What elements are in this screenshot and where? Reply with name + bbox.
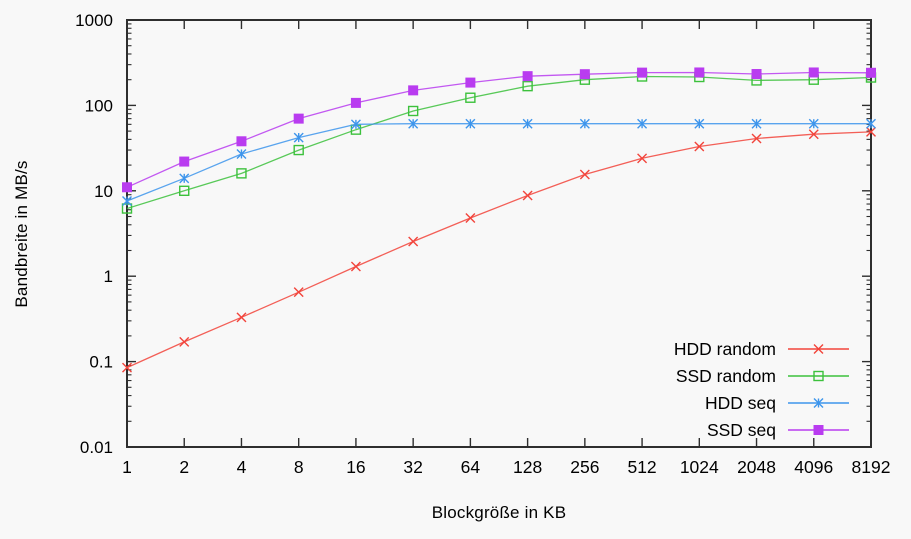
series-line-ssd-seq [126, 71, 872, 188]
filled-square-marker [350, 97, 361, 108]
cross-marker [122, 362, 132, 373]
y-tick-label: 10 [94, 182, 113, 201]
x-tick-label: 8192 [852, 457, 891, 477]
legend-item-hdd-seq: HDD seq [705, 393, 849, 413]
asterisk-marker [236, 148, 247, 159]
x-tick-label: 1 [122, 457, 132, 477]
x-tick-label: 4096 [794, 457, 833, 477]
cross-marker [813, 344, 824, 354]
filled-square-marker [465, 77, 476, 88]
filled-square-marker [808, 67, 819, 78]
open-square-marker [522, 80, 533, 92]
filled-square-marker [813, 425, 824, 435]
asterisk-marker [808, 118, 819, 129]
series-hdd-random [122, 126, 876, 373]
cross-marker [350, 261, 361, 272]
x-tick-label: 256 [570, 457, 599, 477]
cross-marker [522, 190, 533, 201]
series-line-hdd-seq [126, 123, 871, 202]
y-tick-label: 100 [85, 96, 113, 115]
filled-square-marker [122, 182, 132, 193]
legend-item-ssd-seq: SSD seq [707, 420, 849, 440]
open-square-marker [293, 144, 304, 156]
x-tick-label: 8 [294, 457, 304, 477]
asterisk-marker [179, 173, 190, 184]
cross-marker [579, 169, 590, 180]
filled-square-marker [408, 85, 419, 96]
cross-marker [694, 141, 705, 152]
cross-marker [808, 129, 819, 140]
x-tick-label: 2048 [737, 457, 776, 477]
legend-item-ssd-random: SSD random [676, 366, 849, 386]
filled-square-marker [579, 69, 590, 80]
y-axis-title: Bandbreite in MB/s [12, 160, 31, 308]
cross-marker [465, 213, 476, 224]
asterisk-marker [122, 195, 132, 206]
cross-marker [293, 287, 304, 298]
cross-marker [866, 126, 876, 137]
filled-square-marker [522, 71, 533, 82]
open-square-marker [179, 185, 190, 197]
asterisk-marker [522, 118, 533, 129]
y-tick-label: 0.1 [89, 353, 113, 372]
legend-item-hdd-random: HDD random [674, 339, 849, 359]
cross-marker [179, 336, 190, 347]
series-line-hdd-random [126, 131, 872, 369]
series-hdd-seq [122, 118, 876, 206]
filled-square-marker [236, 136, 247, 147]
legend-label-ssd-seq: SSD seq [707, 420, 776, 440]
x-axis-title: Blockgröße in KB [431, 503, 567, 522]
asterisk-marker [465, 118, 476, 129]
legend-label-hdd-random: HDD random [674, 339, 776, 359]
x-tick-label: 32 [403, 457, 422, 477]
legend-label-hdd-seq: HDD seq [705, 393, 776, 413]
filled-square-marker [293, 113, 304, 124]
open-square-marker [813, 370, 824, 382]
asterisk-marker [579, 118, 590, 129]
legend: HDD random SSD random HDD seq SSD seq [674, 339, 849, 440]
x-tick-label: 16 [346, 457, 365, 477]
x-tick-label: 512 [627, 457, 656, 477]
filled-square-marker [694, 67, 705, 78]
open-square-marker [465, 92, 476, 103]
filled-square-marker [751, 69, 762, 80]
filled-square-marker [179, 156, 190, 167]
asterisk-marker [293, 132, 304, 143]
x-tick-label: 64 [461, 457, 481, 477]
y-tick-label: 1 [104, 267, 113, 286]
cross-marker [637, 153, 648, 164]
filled-square-marker [866, 67, 876, 78]
series-line-ssd-random [126, 75, 872, 210]
asterisk-marker [866, 118, 876, 129]
y-tick-label: 0.01 [80, 438, 113, 457]
x-tick-label: 2 [179, 457, 189, 477]
x-tick-label: 128 [513, 457, 542, 477]
asterisk-marker [637, 118, 648, 129]
cross-marker [236, 312, 247, 323]
plot-border [126, 19, 872, 448]
asterisk-marker [350, 119, 361, 130]
series-ssd-random [121, 71, 877, 214]
asterisk-marker [694, 118, 705, 129]
filled-square-marker [637, 67, 648, 78]
cross-marker [408, 236, 419, 247]
asterisk-marker [813, 398, 824, 408]
axes: 0.01 0.1 1 10 100 1000 1 2 4 8 16 32 64 128 256 512 1024… [75, 11, 890, 477]
legend-label-ssd-random: SSD random [676, 366, 776, 386]
y-tick-label: 1000 [75, 11, 113, 30]
asterisk-marker [408, 118, 419, 129]
open-square-marker [407, 105, 419, 117]
x-tick-label: 1024 [680, 457, 719, 477]
asterisk-marker [751, 118, 762, 129]
x-tick-label: 4 [237, 457, 247, 477]
series-ssd-seq [122, 67, 876, 193]
open-square-marker [236, 168, 247, 179]
cross-marker [751, 133, 762, 144]
